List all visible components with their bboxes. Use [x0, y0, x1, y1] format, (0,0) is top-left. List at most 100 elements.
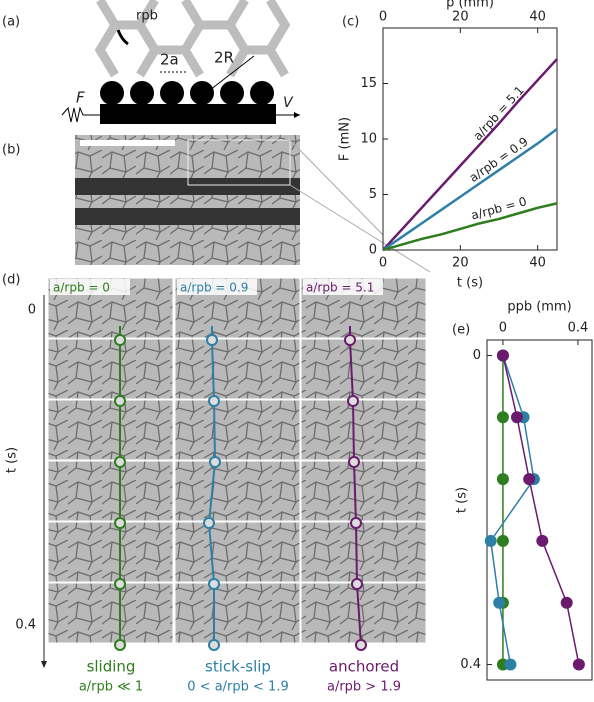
tracked-point	[355, 639, 367, 651]
x-tick-label: 40	[529, 256, 546, 271]
y-tick-label: 0	[369, 243, 377, 258]
data-point	[504, 658, 517, 671]
photo-frame	[47, 338, 174, 400]
series-line	[382, 58, 558, 251]
data-point	[496, 411, 509, 424]
x-axis-label: ppb (mm)	[507, 300, 571, 315]
y-tick-label: 10	[360, 132, 377, 147]
tracked-point	[209, 456, 221, 468]
header-bg	[303, 279, 383, 295]
panel-label: (a)	[2, 15, 20, 30]
y-tick-label: 0.4	[15, 618, 36, 633]
panel-label: (b)	[2, 143, 20, 158]
panel-label: (c)	[342, 15, 359, 30]
tracked-point	[208, 578, 220, 590]
data-point	[484, 534, 497, 547]
tracked-point	[206, 334, 218, 346]
label: rpb	[136, 9, 158, 24]
label: 2R	[214, 49, 234, 67]
tracked-point	[347, 395, 359, 407]
tracked-point	[114, 578, 126, 590]
photo-frame	[174, 582, 301, 644]
column-header: a/rpb = 0	[53, 281, 110, 295]
label: V	[283, 95, 294, 111]
x2-tick-label: 0	[379, 10, 387, 25]
regime-label: sliding	[87, 658, 136, 676]
tracked-point	[351, 578, 363, 590]
panel-label: (d)	[2, 273, 20, 288]
tracked-point	[348, 456, 360, 468]
series-line	[382, 202, 558, 252]
data-point	[523, 473, 536, 486]
photo-frame	[47, 460, 174, 522]
plot-frame	[486, 339, 593, 681]
x2-axis-label: p (mm)	[446, 0, 494, 11]
label: F	[76, 89, 85, 107]
x-axis-label: t (s)	[457, 276, 483, 291]
tracked-point	[208, 639, 220, 651]
photo-frame	[47, 582, 174, 644]
y-tick-label: 15	[360, 76, 377, 91]
photo-frame	[300, 399, 427, 461]
y-tick-label: 0	[473, 348, 481, 363]
photo-frame	[300, 338, 427, 400]
regime-label: stick-slip	[205, 658, 271, 676]
regime-label: anchored	[329, 658, 399, 676]
x-tick-label: 0.4	[568, 321, 589, 336]
y-tick-label: 5	[369, 187, 377, 202]
photo-frame	[300, 521, 427, 583]
tracked-point	[114, 395, 126, 407]
scale-bar	[380, 650, 425, 654]
y-axis-label: F (mN)	[338, 117, 353, 161]
photo-frame	[174, 338, 301, 400]
regime-condition: a/rpb ≪ 1	[79, 680, 143, 695]
series-label: a/rpb = 0.9	[467, 134, 531, 185]
photo-frame	[47, 521, 174, 583]
data-point	[496, 473, 509, 486]
header-bg	[177, 279, 257, 295]
data-point	[496, 349, 509, 362]
photo	[75, 135, 431, 273]
data-point	[536, 534, 549, 547]
x2-tick-label: 20	[452, 10, 469, 25]
y-axis-label: t (s)	[455, 487, 470, 513]
schematic	[61, 0, 300, 124]
tracked-point	[203, 517, 215, 529]
tracked-point	[350, 517, 362, 529]
data-point	[511, 411, 523, 424]
tracked-point	[114, 456, 126, 468]
tracked-point	[114, 639, 126, 651]
photo-frame	[47, 399, 174, 461]
tracked-point	[344, 334, 356, 346]
x-tick-label: 0	[499, 321, 507, 336]
y-tick-label: 0.4	[460, 657, 481, 672]
tracked-point	[114, 517, 126, 529]
panel-label: (e)	[452, 323, 470, 338]
x-tick-label: 20	[452, 256, 469, 271]
tracked-point	[208, 395, 220, 407]
photo-frame	[174, 460, 301, 522]
series-line	[502, 355, 580, 665]
column-header: a/rpb = 5.1	[306, 281, 374, 295]
y-axis-label: t (s)	[5, 447, 20, 473]
plot-frame	[382, 27, 558, 251]
series-label: a/rpb = 5.1	[470, 83, 526, 143]
regime-condition: 0 < a/rpb < 1.9	[187, 680, 288, 695]
series-line	[382, 128, 558, 252]
series-line	[489, 355, 535, 665]
data-point	[493, 596, 506, 609]
photo-frame	[300, 460, 427, 522]
label: 2a	[160, 51, 179, 69]
photo-frame	[300, 582, 427, 644]
data-point	[496, 534, 509, 547]
photo-frame	[174, 521, 301, 583]
tracked-point	[114, 334, 126, 346]
column-header: a/rpb = 0.9	[180, 281, 248, 295]
header-bg	[50, 279, 130, 295]
data-point	[572, 658, 585, 671]
y-tick-label: 0	[28, 303, 36, 318]
x2-tick-label: 40	[529, 10, 546, 25]
regime-condition: a/rpb > 1.9	[327, 680, 401, 695]
data-point	[560, 596, 573, 609]
